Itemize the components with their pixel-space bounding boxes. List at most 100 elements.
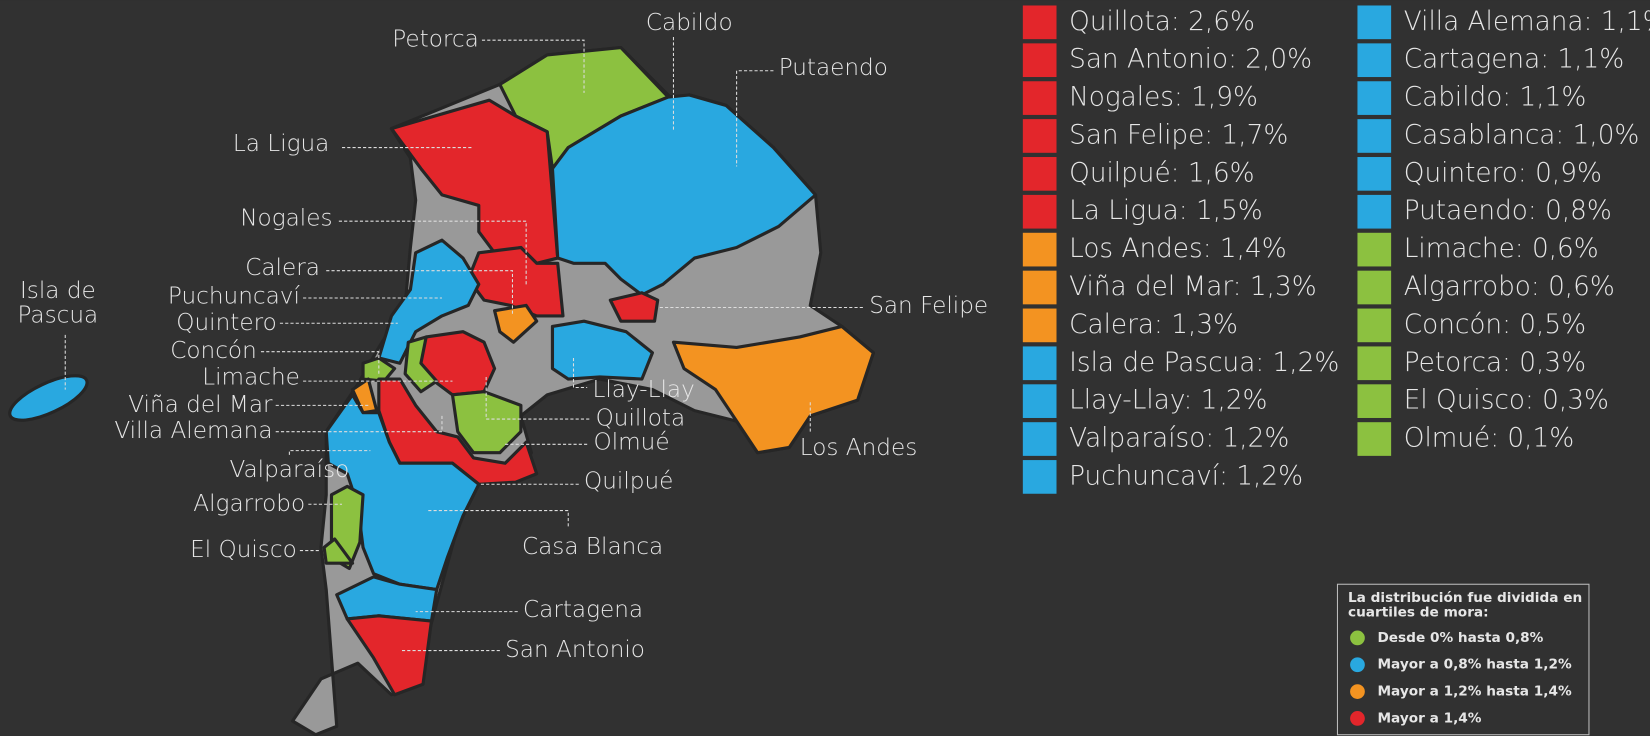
legend-swatch [1350, 684, 1365, 699]
map-label: Cabildo [646, 10, 733, 36]
map-label: San Felipe [869, 293, 988, 319]
map-label: Concón [170, 338, 257, 364]
ranking-swatch [1357, 270, 1392, 305]
map-label: El Quisco [190, 537, 297, 563]
ranking-swatch [1022, 460, 1057, 494]
map-label: Viña del Mar [128, 392, 273, 418]
leader-line [275, 415, 443, 433]
map-label: Villa Alemana [114, 418, 272, 444]
ranking-swatch [1022, 119, 1057, 153]
ranking-swatch [1022, 308, 1057, 343]
ranking-swatch [1357, 308, 1392, 343]
ranking-swatch [1022, 270, 1057, 305]
ranking-label: Putaendo: 0,8% [1404, 196, 1612, 226]
ranking-label: Viña del Mar: 1,3% [1069, 272, 1317, 302]
ranking-label: La Ligua: 1,5% [1069, 196, 1263, 226]
region [550, 319, 655, 381]
region [450, 390, 523, 455]
map-label: San Antonio [505, 637, 645, 663]
ranking-swatch [1357, 119, 1392, 153]
leader-line [572, 358, 588, 388]
ranking-swatch [1022, 5, 1057, 40]
map-label: Nogales [240, 206, 332, 232]
ranking-swatch [1022, 384, 1057, 418]
leader-line [260, 351, 380, 374]
ranking-label: Concón: 0,5% [1404, 310, 1586, 340]
map-label: Limache [202, 364, 300, 390]
ranking-label: San Antonio: 2,0% [1069, 45, 1312, 75]
map-label: Putaendo [779, 55, 888, 81]
ranking-label: Casablanca: 1,0% [1404, 120, 1640, 150]
ranking-swatch [1357, 422, 1392, 456]
ranking-swatch [1022, 346, 1057, 381]
ranking-swatch [1022, 194, 1057, 229]
ranking-label: El Quisco: 0,3% [1404, 386, 1609, 416]
map-label: La Ligua [233, 131, 329, 157]
ranking-label: Nogales: 1,9% [1069, 83, 1258, 113]
ranking-swatch [1022, 232, 1057, 267]
map-label: Pascua [18, 302, 99, 328]
ranking-swatch [1022, 81, 1057, 115]
ranking-label: Quillota: 2,6% [1069, 7, 1255, 37]
ranking-swatch [1357, 157, 1392, 191]
ranking-label: Quintero: 0,9% [1404, 158, 1602, 188]
map-label: Casa Blanca [522, 534, 663, 560]
region [550, 93, 818, 297]
legend-swatch [1350, 630, 1365, 646]
map-label: Petorca [392, 27, 479, 53]
ranking-label: Llay-Llay: 1,2% [1069, 386, 1267, 416]
map-label: Calera [245, 255, 320, 281]
region [493, 303, 539, 344]
legend-swatch [1350, 657, 1365, 673]
ranking-swatch [1357, 81, 1392, 115]
ranking-label: Cartagena: 1,1% [1404, 45, 1624, 75]
ranking-label: Villa Alemana: 1,1% [1404, 7, 1650, 37]
map-label: Quintero [176, 310, 276, 336]
ranking-swatch [1022, 43, 1057, 78]
ranking-label: Calera: 1,3% [1069, 310, 1238, 340]
map-label: Olmué [593, 430, 669, 456]
region [608, 291, 660, 323]
leader-line [481, 39, 585, 93]
map-label: Quilpué [584, 469, 673, 495]
ranking-label: Algarrobo: 0,6% [1404, 272, 1615, 302]
region [322, 537, 355, 565]
map-label: Puchuncaví [168, 283, 301, 309]
legend-label: Mayor a 1,4% [1377, 710, 1481, 726]
map-label: Valparaíso [229, 457, 349, 483]
map-label: Cartagena [523, 597, 643, 623]
leader-line [426, 510, 569, 527]
ranking-swatch [1357, 384, 1392, 418]
ranking-label: Isla de Pascua: 1,2% [1069, 348, 1339, 378]
map [8, 45, 875, 736]
legend-box [1336, 583, 1590, 736]
map-label: Algarrobo [193, 491, 305, 517]
ranking-swatch [1357, 232, 1392, 267]
map-label: Los Andes [800, 435, 918, 461]
ranking-swatch [1357, 346, 1392, 381]
ranking-label: San Felipe: 1,7% [1069, 120, 1288, 150]
map-label: Quillota [596, 406, 686, 432]
ranking-swatch [1022, 422, 1057, 456]
ranking-label: Petorca: 0,3% [1404, 348, 1586, 378]
leader-line [736, 70, 774, 167]
legend-label: Desde 0% hasta 0,8% [1377, 630, 1543, 646]
leader-line [288, 450, 371, 455]
legend-title: cuartiles de mora: [1348, 605, 1489, 621]
ranking-swatch [1022, 157, 1057, 191]
leader-line [485, 376, 590, 420]
legend-title: La distribución fue dividida en [1348, 590, 1582, 606]
ranking-label: Los Andes: 1,4% [1069, 234, 1287, 264]
map-label: Llay-Llay [592, 377, 694, 403]
ranking-label: Olmué: 0,1% [1404, 424, 1575, 454]
region [361, 356, 397, 383]
legend-label: Mayor a 1,2% hasta 1,4% [1377, 684, 1572, 700]
leader-line [326, 270, 513, 316]
legend-label: Mayor a 0,8% hasta 1,2% [1377, 657, 1572, 673]
ranking-label: Cabildo: 1,1% [1404, 83, 1587, 113]
ranking-swatch [1357, 43, 1392, 78]
ranking-label: Valparaíso: 1,2% [1069, 424, 1289, 454]
region [345, 614, 434, 697]
legend-swatch [1350, 711, 1365, 726]
